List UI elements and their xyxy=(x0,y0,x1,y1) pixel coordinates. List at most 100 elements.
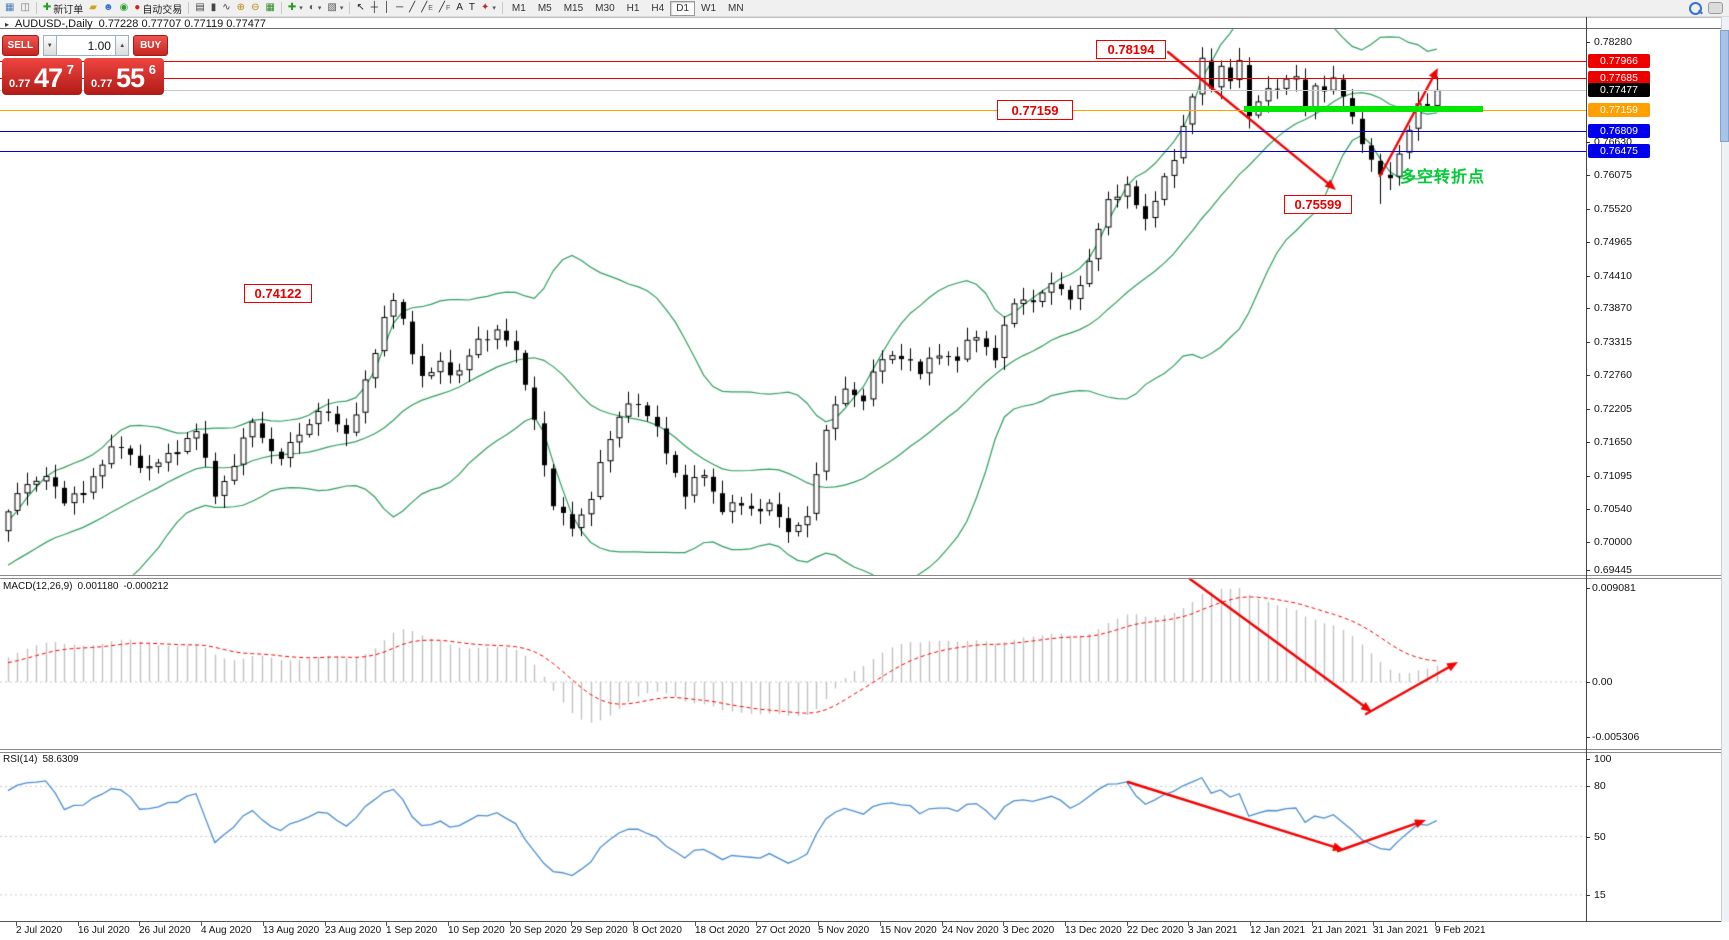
rsi-tick-mark xyxy=(1586,837,1590,838)
volume-input[interactable]: 1.00 xyxy=(57,35,115,56)
periods-icon: ◐ xyxy=(308,2,315,13)
level-line-0.77685[interactable] xyxy=(0,78,1586,79)
new-order-button[interactable]: ✚ 新订单 xyxy=(40,1,86,16)
volume-decrease-button[interactable]: ▼ xyxy=(42,35,58,56)
pane-separator[interactable] xyxy=(0,749,1729,750)
text-label-icon[interactable]: T xyxy=(466,1,478,15)
pane-separator[interactable] xyxy=(0,575,1729,576)
timeframe-button-m5[interactable]: M5 xyxy=(537,2,552,14)
level-line-0.77966[interactable] xyxy=(0,61,1586,62)
level-line-0.77477[interactable] xyxy=(0,90,1586,91)
text-label-icon: T xyxy=(468,2,475,13)
crosshair-icon[interactable]: ┼ xyxy=(368,1,381,15)
timeframe-button-m15[interactable]: M15 xyxy=(563,2,584,14)
date-tick-mark xyxy=(1127,922,1128,926)
signals-icon: ◉ xyxy=(119,2,129,13)
bar-chart-icon[interactable]: ▤ xyxy=(192,1,207,15)
profile-icon[interactable]: ◫ xyxy=(17,1,32,15)
date-label: 31 Jan 2021 xyxy=(1373,925,1429,936)
price-tick-label: 0.71095 xyxy=(1594,470,1632,482)
shapes-icon: ✦ xyxy=(481,2,490,13)
scrollbar-thumb[interactable] xyxy=(1720,30,1729,142)
toolbar-separator xyxy=(501,2,503,14)
search-icon[interactable] xyxy=(1689,1,1702,15)
chevron-down-icon: ▾ xyxy=(299,5,303,12)
shapes-icon[interactable]: ✦ ▾ xyxy=(478,1,499,15)
timeframe-button-m1[interactable]: M1 xyxy=(511,2,526,14)
timeframe-button-m30[interactable]: M30 xyxy=(595,2,615,14)
templates-icon[interactable]: ▧ ▾ xyxy=(324,1,346,15)
buy-price-pip: 6 xyxy=(148,62,156,77)
date-label: 13 Aug 2020 xyxy=(263,925,320,936)
price-annotation[interactable]: 0.77159 xyxy=(997,100,1073,120)
notifications-icon[interactable]: 1 xyxy=(1708,2,1723,14)
timeframe-button-h1[interactable]: H1 xyxy=(626,2,640,14)
periods-icon[interactable]: ◐ ▾ xyxy=(306,1,325,15)
fibonacci-icon-subscript: F xyxy=(445,4,451,12)
trendline-icon[interactable]: ╱ xyxy=(406,1,418,15)
tile-windows-icon: ▦ xyxy=(265,2,275,13)
date-tick-mark xyxy=(1188,922,1189,926)
buy-price-tile[interactable]: 0.77 55 6 xyxy=(84,58,164,95)
vertical-line-icon[interactable]: │ xyxy=(381,1,393,15)
bar-chart-icon: ▤ xyxy=(195,2,205,13)
fibonacci-icon[interactable]: ╱ F xyxy=(436,1,453,15)
support-highlight-line[interactable] xyxy=(1244,106,1483,112)
candlestick-icon[interactable]: ▮ xyxy=(208,1,220,15)
rsi-axis-label: 15 xyxy=(1594,889,1606,901)
buy-button[interactable]: BUY xyxy=(133,35,168,56)
price-tick-mark xyxy=(1586,308,1590,309)
pane-separator[interactable] xyxy=(0,578,1729,579)
date-label: 13 Dec 2020 xyxy=(1065,925,1122,936)
horizontal-line-icon: ─ xyxy=(396,2,404,13)
sell-price-tile[interactable]: 0.77 47 7 xyxy=(2,58,82,95)
contacts-icon[interactable]: ☻ xyxy=(100,1,117,15)
volume-increase-button[interactable]: ▲ xyxy=(114,35,130,56)
sell-button[interactable]: SELL xyxy=(2,35,39,56)
chevron-down-icon: ▾ xyxy=(317,5,322,12)
trend-note-text[interactable]: 多空转折点 xyxy=(1400,169,1486,186)
zoom-in-icon: ⊕ xyxy=(236,2,246,13)
indicators-icon[interactable]: ✚ ▾ xyxy=(285,1,306,15)
deposit-icon[interactable]: ▰ xyxy=(86,1,100,15)
zoom-in-icon[interactable]: ⊕ xyxy=(234,1,248,15)
channel-icon[interactable]: ╱ E xyxy=(418,1,436,15)
tile-windows-icon[interactable]: ▦ xyxy=(262,1,277,15)
level-line-0.76475[interactable] xyxy=(0,151,1586,152)
timeframe-button-d1[interactable]: D1 xyxy=(670,0,696,16)
price-annotation[interactable]: 0.74122 xyxy=(244,284,312,303)
chart-canvas-top-border xyxy=(0,28,1729,29)
timeframe-button-h4[interactable]: H4 xyxy=(651,2,665,14)
timeframe-button-w1[interactable]: W1 xyxy=(701,2,717,14)
rsi-axis-label: 50 xyxy=(1594,831,1606,843)
horizontal-line-icon[interactable]: ─ xyxy=(393,1,406,15)
cursor-icon[interactable]: ↖ xyxy=(353,1,367,15)
level-line-0.76809[interactable] xyxy=(0,131,1586,132)
text-icon[interactable]: A xyxy=(453,1,466,15)
chevron-down-icon: ▾ xyxy=(492,5,496,12)
vertical-line-icon: │ xyxy=(383,2,391,13)
macd-axis-label: -0.005306 xyxy=(1592,731,1640,743)
buy-price-prefix: 0.77 xyxy=(91,78,113,90)
rsi-axis-label: 100 xyxy=(1594,753,1612,765)
line-chart-icon[interactable]: ∿ xyxy=(219,1,233,15)
price-annotation[interactable]: 0.78194 xyxy=(1096,40,1166,59)
zoom-out-icon[interactable]: ⊖ xyxy=(248,1,262,15)
autotrade-button[interactable]: ● 自动交易 xyxy=(131,1,185,16)
price-tick-label: 0.73870 xyxy=(1594,302,1632,314)
right-scrollbar[interactable] xyxy=(1720,17,1729,922)
level-line-0.77159[interactable] xyxy=(0,110,1586,111)
timeframe-button-mn[interactable]: MN xyxy=(728,2,744,14)
new-chart-icon[interactable]: ▦ xyxy=(2,1,17,15)
date-tick-mark xyxy=(201,922,202,926)
signals-icon[interactable]: ◉ xyxy=(117,1,132,15)
macd-tick-mark xyxy=(1586,737,1590,738)
rsi-label-row: RSI(14) 58.6309 xyxy=(3,754,79,765)
line-chart-icon: ∿ xyxy=(222,2,231,13)
date-label: 4 Aug 2020 xyxy=(201,925,252,936)
pane-separator[interactable] xyxy=(0,752,1729,753)
date-tick-mark xyxy=(78,922,79,926)
date-label: 27 Oct 2020 xyxy=(756,925,811,936)
price-annotation[interactable]: 0.75599 xyxy=(1284,195,1352,214)
